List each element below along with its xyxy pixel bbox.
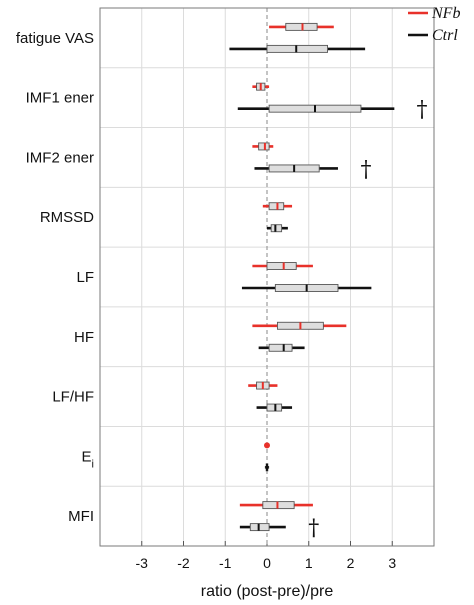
box-ctrl xyxy=(229,44,366,53)
iqr-box xyxy=(285,22,318,31)
category-label: RMSSD xyxy=(40,209,94,226)
median-point xyxy=(264,442,270,449)
iqr-box xyxy=(268,343,293,352)
significance-marker: † xyxy=(360,157,371,182)
category-label: Ei xyxy=(82,448,94,470)
x-tick-label: -2 xyxy=(177,555,190,571)
iqr-box xyxy=(266,44,328,53)
grid-layer xyxy=(100,8,434,546)
category-label: LF xyxy=(76,269,94,286)
box-nfb xyxy=(248,381,278,390)
legend-label-nfb: NFb xyxy=(431,5,460,22)
box-nfb xyxy=(252,82,270,91)
category-label: IMF1 ener xyxy=(26,90,94,107)
x-tick-label: 2 xyxy=(347,555,355,571)
category-label: IMF2 ener xyxy=(26,149,94,166)
category-label: MFI xyxy=(68,508,94,525)
iqr-box xyxy=(262,501,295,510)
box-nfb xyxy=(252,262,313,270)
iqr-box xyxy=(258,142,270,151)
x-tick-label: 3 xyxy=(388,555,396,571)
category-label: fatigue VAS xyxy=(16,30,94,47)
x-tick-label: 0 xyxy=(263,555,271,571)
iqr-box xyxy=(266,403,283,412)
significance-marker: † xyxy=(417,98,428,123)
category-label-subscript: i xyxy=(92,458,94,470)
box-nfb xyxy=(252,142,274,151)
iqr-box xyxy=(266,262,297,270)
box-ctrl xyxy=(254,164,338,173)
legend: NFb Ctrl xyxy=(408,5,460,44)
box-ctrl xyxy=(258,343,305,352)
x-axis-label: ratio (post-pre)/pre xyxy=(201,583,334,600)
box-ctrl xyxy=(256,403,293,412)
box-ctrl xyxy=(264,463,270,472)
box-ctrl xyxy=(237,104,395,113)
box-nfb xyxy=(262,202,293,211)
significance-marker: † xyxy=(308,516,319,541)
box-nfb xyxy=(264,442,270,449)
iqr-box xyxy=(268,202,285,211)
iqr-box xyxy=(270,224,283,233)
box-ctrl xyxy=(241,284,372,292)
labels-layer: -3 -2 -1 0 1 2 3 fatigue VAS IMF1 ener † IMF2 ener… xyxy=(16,30,428,571)
box-nfb xyxy=(252,321,347,330)
x-tick-label: 1 xyxy=(305,555,313,571)
x-tick-label: -1 xyxy=(219,555,232,571)
marks-layer xyxy=(229,22,395,532)
iqr-box xyxy=(249,523,270,532)
box-nfb xyxy=(269,22,334,31)
category-label: HF xyxy=(74,329,94,346)
x-tick-label: -3 xyxy=(136,555,149,571)
plot-frame xyxy=(99,7,435,547)
box-nfb xyxy=(239,501,313,510)
category-label: LF/HF xyxy=(52,389,94,406)
box-ctrl xyxy=(267,224,288,233)
legend-label-ctrl: Ctrl xyxy=(432,27,458,44)
box-ctrl xyxy=(239,523,286,532)
